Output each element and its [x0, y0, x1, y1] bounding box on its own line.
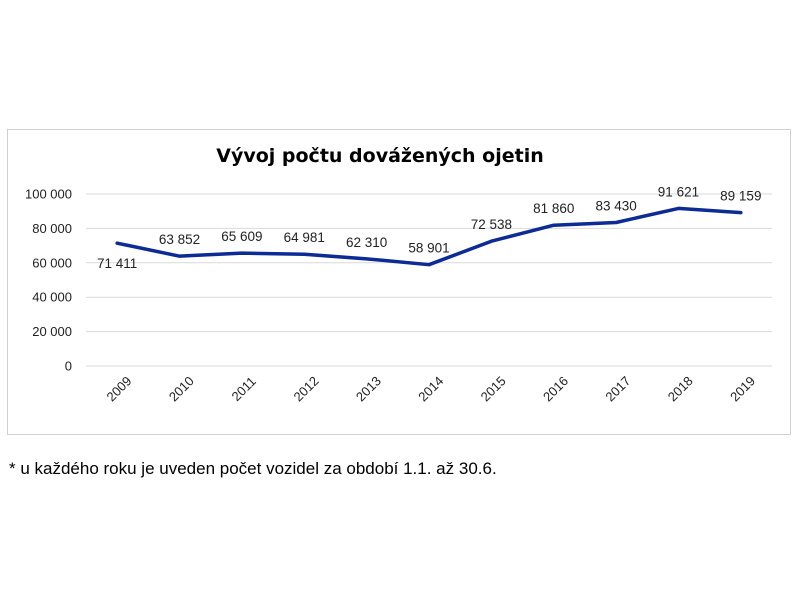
y-tick-label: 100 000: [25, 187, 72, 202]
data-label: 72 538: [471, 217, 512, 232]
x-tick-label: 2012: [291, 373, 322, 404]
y-tick-label: 20 000: [32, 324, 72, 339]
x-tick-label: 2018: [665, 373, 696, 404]
footnote: * u každého roku je uveden počet vozidel…: [9, 459, 497, 478]
y-tick-label: 40 000: [32, 290, 72, 305]
data-label: 58 901: [408, 241, 449, 256]
data-label: 81 860: [533, 201, 574, 216]
x-tick-label: 2015: [478, 373, 509, 404]
y-tick-label: 80 000: [32, 221, 72, 236]
x-tick-label: 2010: [166, 373, 197, 404]
data-label: 62 310: [346, 235, 387, 250]
data-label: 83 430: [595, 199, 636, 214]
data-label: 89 159: [720, 189, 761, 204]
series-line: [115, 206, 743, 267]
chart-frame: [7, 129, 791, 435]
data-label: 63 852: [159, 232, 200, 247]
x-tick-label: 2014: [415, 373, 446, 404]
x-tick-label: 2013: [353, 373, 384, 404]
y-tick-label: 0: [65, 359, 72, 374]
x-tick-label: 2019: [727, 373, 758, 404]
x-tick-label: 2017: [602, 373, 633, 404]
data-label: 91 621: [658, 184, 699, 199]
data-label: 65 609: [221, 229, 262, 244]
data-label: 71 411: [97, 256, 137, 271]
data-label: 64 981: [284, 230, 325, 245]
chart-title: Vývoj počtu dovážených ojetin: [216, 145, 544, 167]
x-tick-label: 2016: [540, 373, 571, 404]
x-tick-label: 2009: [103, 373, 134, 404]
y-tick-label: 60 000: [32, 255, 72, 270]
x-tick-label: 2011: [229, 374, 259, 404]
